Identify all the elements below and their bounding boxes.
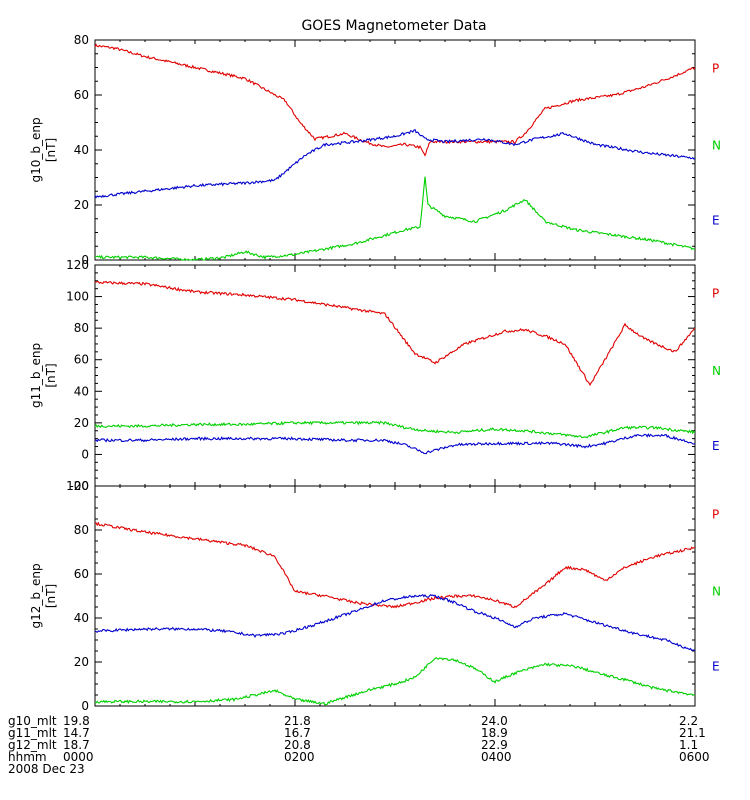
y-axis-label: g12_b_enp bbox=[29, 563, 43, 628]
footer-value: 16.7 bbox=[284, 726, 311, 740]
series-line-N bbox=[94, 176, 695, 261]
series-line-N bbox=[94, 420, 696, 439]
footer-table: g10_mlt 19.8 21.8 24.0 2.2 g11_mlt 14.7 … bbox=[8, 714, 748, 800]
panel-1: 0 20 40 60 80 g10_b_enp [nT] P N E bbox=[29, 33, 721, 267]
footer-value: 1.1 bbox=[679, 738, 699, 752]
series-label-P: P bbox=[712, 62, 719, 76]
panel-2: -20 0 20 40 60 80 100 120 g11_b_enp [nT] P N E bbox=[29, 258, 721, 493]
footer-value: 21.8 bbox=[284, 714, 311, 728]
footer-value: 20.8 bbox=[284, 738, 311, 752]
series-label-E: E bbox=[712, 439, 720, 453]
footer-label: g12_mlt bbox=[8, 738, 57, 752]
y-tick-label: 0 bbox=[81, 253, 89, 267]
series-label-N: N bbox=[712, 585, 721, 599]
y-tick-label: 60 bbox=[74, 88, 89, 102]
panel-frame bbox=[94, 485, 696, 707]
series-label-N: N bbox=[712, 364, 721, 378]
footer-value: 0400 bbox=[481, 750, 512, 764]
y-tick-label: 20 bbox=[74, 655, 89, 669]
series-label-E: E bbox=[712, 213, 720, 227]
series-label-N: N bbox=[712, 139, 721, 153]
footer-label: hhmm bbox=[8, 750, 47, 764]
footer-value: 21.1 bbox=[679, 726, 706, 740]
chart-title: GOES Magnetometer Data bbox=[301, 18, 486, 34]
series-label-P: P bbox=[712, 508, 719, 522]
y-tick-label: 20 bbox=[74, 416, 89, 430]
series-line-P bbox=[94, 43, 696, 157]
footer-value: 0200 bbox=[284, 750, 315, 764]
y-tick-label: 60 bbox=[74, 567, 89, 581]
y-tick-label: 40 bbox=[74, 143, 89, 157]
footer-value: 14.7 bbox=[63, 726, 90, 740]
footer-value: 19.8 bbox=[63, 714, 90, 728]
series-line-N bbox=[94, 656, 696, 706]
series-line-P bbox=[94, 521, 696, 609]
y-axis-units: [nT] bbox=[44, 584, 58, 608]
y-axis-units: [nT] bbox=[44, 138, 58, 162]
y-axis-units: [nT] bbox=[44, 363, 58, 387]
series-label-E: E bbox=[712, 659, 720, 673]
series-line-E bbox=[94, 128, 696, 199]
y-tick-label: 120 bbox=[66, 258, 89, 272]
panel-3: 0 20 40 60 80 100 g12_b_enp [nT] P N E bbox=[29, 479, 721, 713]
footer-label: g10_mlt bbox=[8, 714, 57, 728]
footer-value: 18.7 bbox=[63, 738, 90, 752]
y-axis-label: g11_b_enp bbox=[29, 343, 43, 408]
footer-value: 22.9 bbox=[481, 738, 508, 752]
footer-value: 0600 bbox=[679, 750, 710, 764]
series-line-E bbox=[94, 432, 696, 455]
footer-value: 18.9 bbox=[481, 726, 508, 740]
panel-frame bbox=[94, 39, 696, 261]
footer-value: 24.0 bbox=[481, 714, 508, 728]
footer-label: g11_mlt bbox=[8, 726, 57, 740]
y-tick-label: 40 bbox=[74, 611, 89, 625]
panel-frame bbox=[94, 264, 696, 487]
series-line-E bbox=[94, 593, 696, 652]
y-tick-label: -20 bbox=[69, 479, 89, 493]
y-tick-label: 100 bbox=[66, 290, 89, 304]
footer-value: 2.2 bbox=[679, 714, 699, 728]
y-tick-label: 60 bbox=[74, 353, 89, 367]
y-tick-label: 80 bbox=[74, 523, 89, 537]
y-tick-label: 0 bbox=[81, 447, 89, 461]
y-axis-label: g10_b_enp bbox=[29, 117, 43, 182]
series-line-P bbox=[94, 280, 696, 387]
y-tick-label: 20 bbox=[74, 198, 89, 212]
y-tick-label: 0 bbox=[81, 699, 89, 713]
y-tick-label: 40 bbox=[74, 384, 89, 398]
y-tick-label: 80 bbox=[74, 321, 89, 335]
y-tick-label: 80 bbox=[74, 33, 89, 47]
y-tick-label: 100 bbox=[66, 479, 89, 493]
footer-value: 0000 bbox=[63, 750, 94, 764]
footer-date-text: 2008 Dec 23 bbox=[8, 762, 85, 776]
series-label-P: P bbox=[712, 287, 719, 301]
